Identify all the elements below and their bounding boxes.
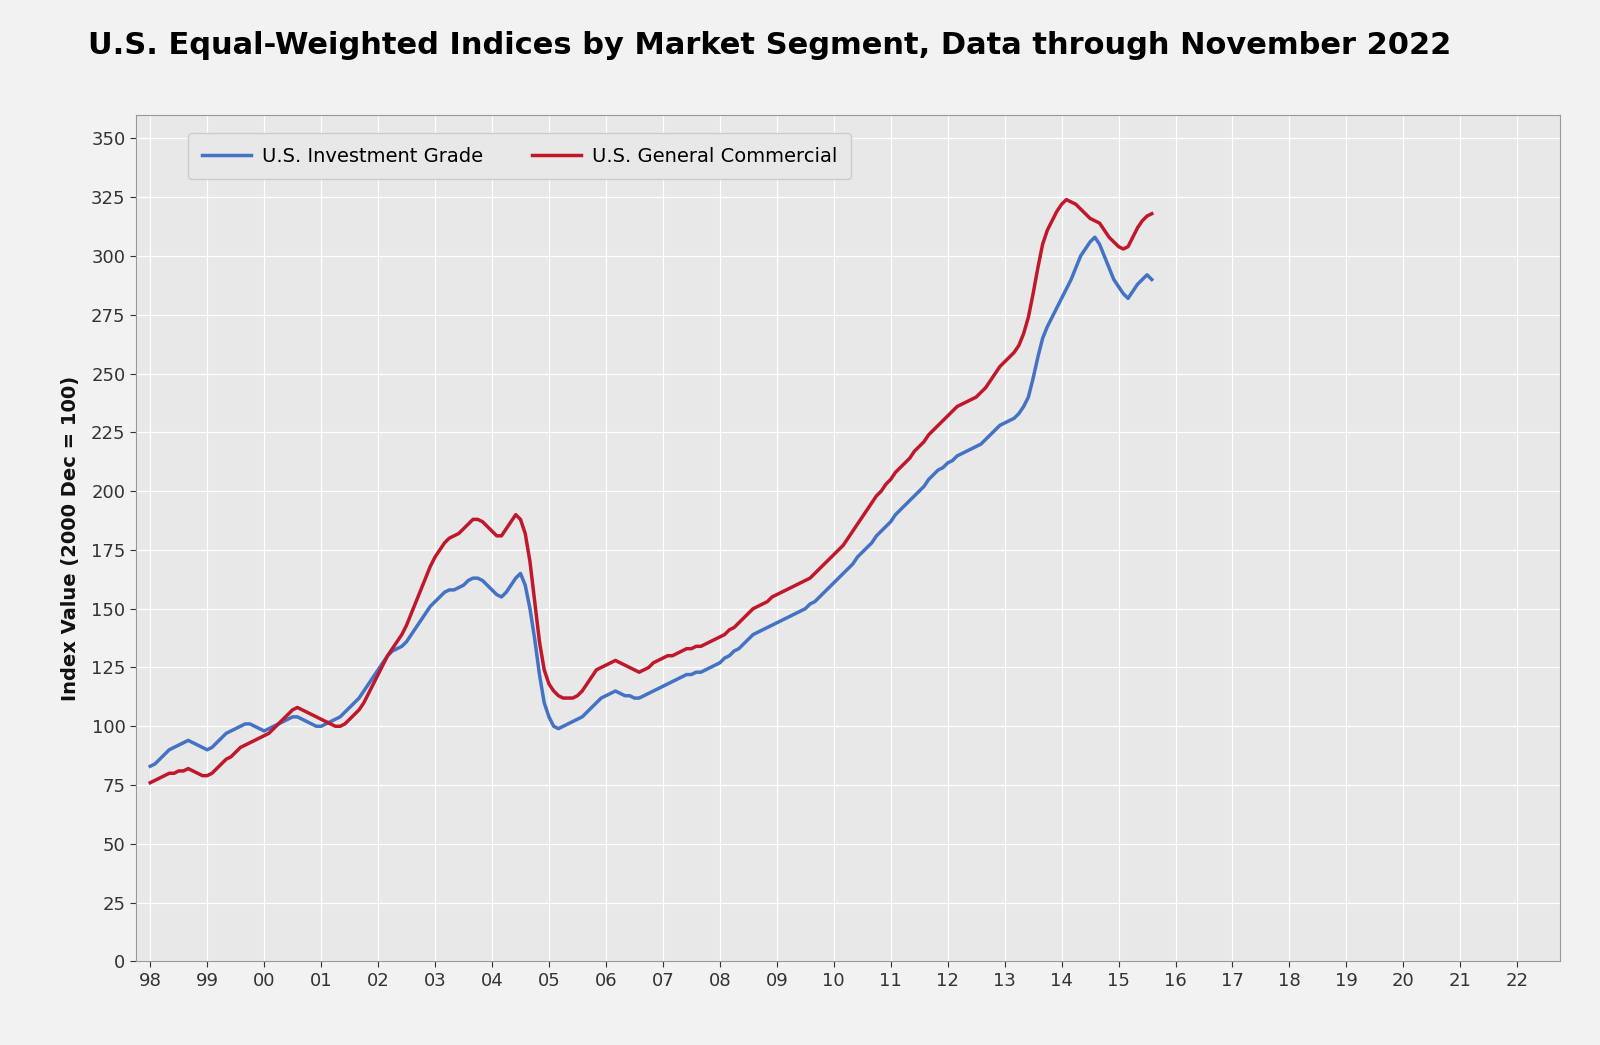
- U.S. General Commercial: [194, 769, 213, 782]
- Legend: U.S. Investment Grade, U.S. General Commercial: U.S. Investment Grade, U.S. General Comm…: [189, 133, 851, 180]
- U.S. Investment Grade: [141, 760, 160, 772]
- U.S. Investment Grade: [626, 692, 645, 704]
- Line: U.S. Investment Grade: U.S. Investment Grade: [150, 237, 1152, 766]
- U.S. Investment Grade: [882, 515, 901, 528]
- U.S. General Commercial: [882, 473, 901, 486]
- U.S. General Commercial: [626, 664, 645, 676]
- U.S. General Commercial: [1000, 351, 1019, 364]
- U.S. General Commercial: [141, 776, 160, 789]
- Text: U.S. Equal-Weighted Indices by Market Segment, Data through November 2022: U.S. Equal-Weighted Indices by Market Se…: [88, 31, 1451, 61]
- U.S. General Commercial: [1142, 207, 1162, 219]
- U.S. General Commercial: [853, 511, 872, 524]
- U.S. Investment Grade: [853, 545, 872, 558]
- U.S. Investment Grade: [1142, 273, 1162, 285]
- U.S. Investment Grade: [1000, 414, 1019, 426]
- U.S. Investment Grade: [1085, 231, 1104, 243]
- U.S. General Commercial: [216, 752, 235, 765]
- Y-axis label: Index Value (2000 Dec = 100): Index Value (2000 Dec = 100): [61, 375, 80, 701]
- U.S. Investment Grade: [216, 727, 235, 740]
- U.S. Investment Grade: [194, 741, 213, 753]
- U.S. General Commercial: [1056, 193, 1075, 206]
- Line: U.S. General Commercial: U.S. General Commercial: [150, 200, 1152, 783]
